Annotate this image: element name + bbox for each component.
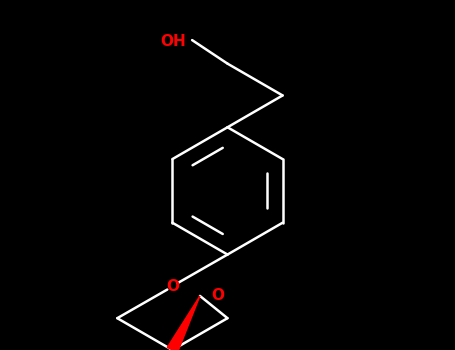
Text: OH: OH <box>160 34 186 49</box>
Text: O: O <box>212 288 224 303</box>
Text: O: O <box>166 279 179 294</box>
Polygon shape <box>167 296 200 350</box>
